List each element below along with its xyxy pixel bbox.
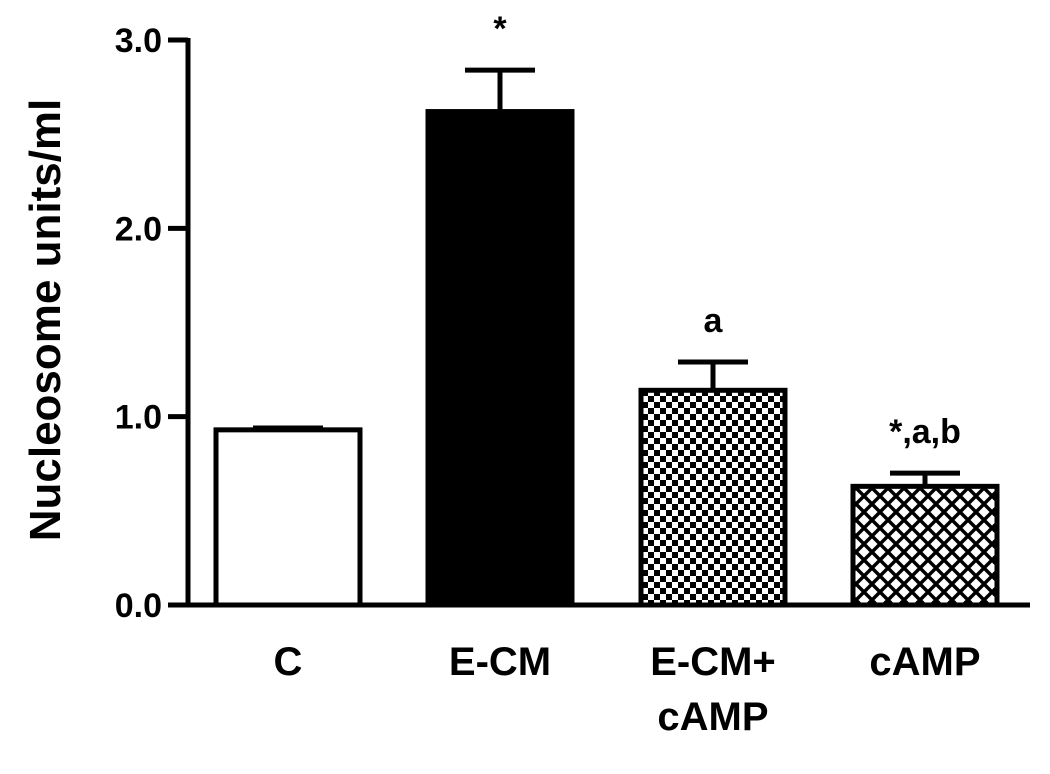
y-axis-label: Nucleosome units/ml: [21, 99, 70, 542]
bar-0: [213, 427, 363, 608]
bar-3: [850, 483, 1000, 608]
category-label-2-0: E-CM+: [650, 640, 776, 684]
plot-area: 0.0 1.0 2.0 3.0 C * E-CM a E-CM+ cAMP *,a,b cAMP: [115, 10, 1030, 739]
bar-annotation-1: *: [493, 10, 507, 48]
bar-annotation-3: *,a,b: [889, 413, 961, 451]
category-label-1-0: E-CM: [449, 640, 551, 684]
category-label-3-0: cAMP: [869, 640, 980, 684]
bar-2: [638, 387, 788, 608]
y-tick-label-2: 2.0: [115, 210, 162, 248]
y-tick-label-1: 1.0: [115, 399, 162, 437]
category-label-2-1: cAMP: [657, 695, 768, 739]
category-label-0-0: C: [274, 640, 303, 684]
y-axis-label-group: Nucleosome units/ml: [21, 99, 70, 542]
y-tick-label-0: 0.0: [115, 587, 162, 625]
bar-1: [425, 109, 575, 608]
y-tick-label-3: 3.0: [115, 22, 162, 60]
bar-annotation-2: a: [704, 302, 724, 340]
